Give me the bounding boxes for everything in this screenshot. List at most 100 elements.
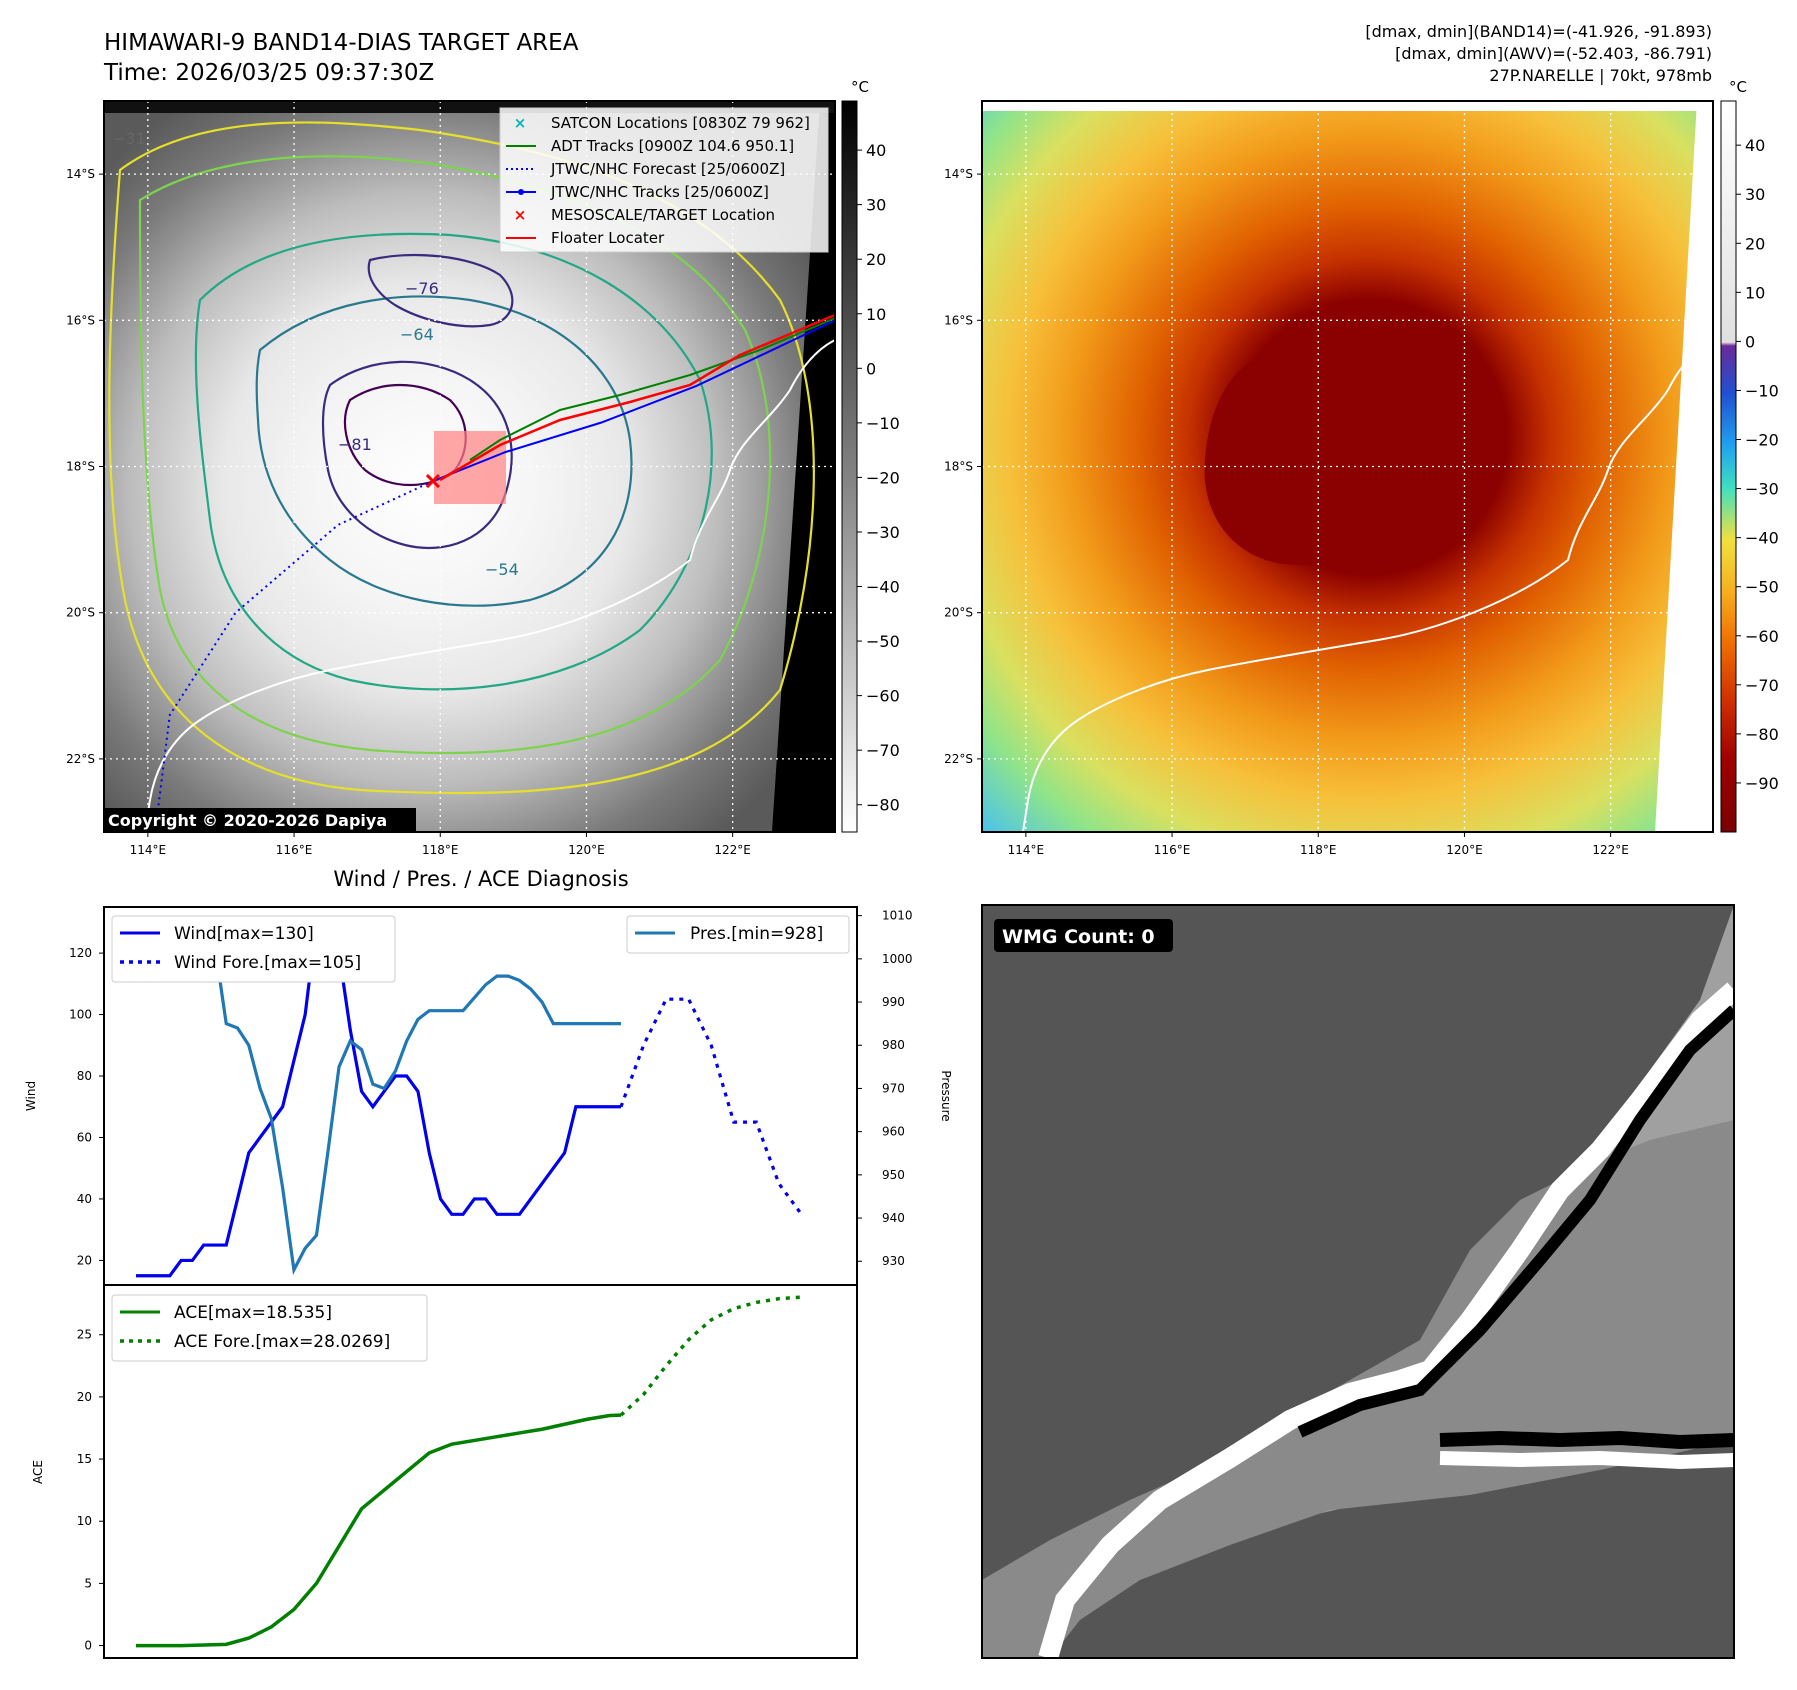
awv-lon-label-3: 120°E bbox=[1446, 843, 1483, 857]
awv-gridlines bbox=[982, 101, 1713, 832]
legend-items: × SATCON Locations [0830Z 79 962] ADT Trac… bbox=[506, 114, 810, 247]
figure-title: HIMAWARI-9 BAND14-DIAS TARGET AREA bbox=[104, 30, 579, 56]
ace-ytick-label-2: 10 bbox=[77, 1514, 92, 1528]
legend-label-0: SATCON Locations [0830Z 79 962] bbox=[551, 114, 810, 132]
band14-lon-label-4: 122°E bbox=[714, 843, 751, 857]
ace-series bbox=[136, 1295, 802, 1648]
wind-ytick-label-3: 80 bbox=[77, 1069, 92, 1083]
awv-cb-label-3: 10 bbox=[1745, 283, 1765, 302]
awv-colorbar-bar bbox=[1720, 100, 1737, 833]
band14-cb-label-10: −60 bbox=[866, 687, 900, 706]
wmg-white-band bbox=[1038, 982, 1734, 1658]
wind-ytick-label-0: 20 bbox=[77, 1253, 92, 1267]
wind-series-line-1 bbox=[619, 997, 803, 1216]
band14-lon-label-3: 120°E bbox=[568, 843, 605, 857]
mesoscale-target-marker bbox=[425, 474, 441, 489]
band14-cb-label-6: −20 bbox=[866, 468, 900, 487]
contour-label-5: −64 bbox=[400, 325, 434, 344]
ace-ylabel: ACE bbox=[31, 1460, 45, 1484]
band14-axes: 114°E 116°E 118°E 120°E 122°E 14°S 16°S 18°S 20°… bbox=[66, 167, 751, 857]
pres-ytick-label-8: 1010 bbox=[882, 909, 913, 923]
awv-lat-label-0: 14°S bbox=[944, 167, 973, 181]
legend-item-2: JTWC/NHC Forecast [25/0600Z] bbox=[506, 160, 785, 178]
band14-lat-label-0: 14°S bbox=[66, 167, 95, 181]
pres-ytick-label-6: 990 bbox=[882, 995, 905, 1009]
pressure-legend-label: Pres.[min=928] bbox=[690, 924, 823, 944]
ace-series-line-1 bbox=[619, 1295, 802, 1417]
band14-cb-label-9: −50 bbox=[866, 632, 900, 651]
band14-cb-label-0: 40 bbox=[866, 141, 886, 160]
target-x-b bbox=[425, 474, 441, 489]
band14-lat-label-4: 22°S bbox=[66, 752, 95, 766]
band14-cb-label-12: −80 bbox=[866, 796, 900, 815]
pres-ytick-label-4: 970 bbox=[882, 1081, 905, 1095]
awv-axes: 114°E 116°E 118°E 120°E 122°E 14°S 16°S 18°S 20°… bbox=[944, 167, 1629, 857]
contour-label-4: −81 bbox=[338, 435, 372, 454]
wmg-black-band bbox=[1297, 1005, 1734, 1438]
awv-lat-label-1: 16°S bbox=[944, 313, 973, 327]
pres-ytick-label-1: 940 bbox=[882, 1211, 905, 1225]
contour-label-1: −31 bbox=[112, 129, 146, 148]
band14-lon-label-2: 118°E bbox=[422, 843, 459, 857]
band14-cb-label-1: 30 bbox=[866, 196, 886, 215]
coastline bbox=[144, 339, 835, 832]
band14-cb-label-5: −10 bbox=[866, 414, 900, 433]
contour-labels: −31 −54 −76 −81 −64 bbox=[112, 129, 519, 579]
ace-ytick-label-5: 25 bbox=[77, 1328, 92, 1342]
awv-cb-label-0: 40 bbox=[1745, 136, 1765, 155]
awv-cb-label-5: −10 bbox=[1745, 381, 1779, 400]
ace-ytick-label-1: 5 bbox=[84, 1576, 92, 1590]
legend-item-3: JTWC/NHC Tracks [25/0600Z] bbox=[506, 183, 769, 201]
legend-item-1: ADT Tracks [0900Z 104.6 950.1] bbox=[506, 137, 794, 155]
pres-ytick-label-7: 1000 bbox=[882, 952, 913, 966]
wind-ytick-label-5: 120 bbox=[69, 946, 92, 960]
floater-target-box bbox=[434, 431, 506, 504]
ace-legend-box bbox=[111, 1294, 428, 1362]
band14-cb-label-4: 0 bbox=[866, 359, 876, 378]
pres-ytick-label-5: 980 bbox=[882, 1038, 905, 1052]
figure-time: Time: 2026/03/25 09:37:30Z bbox=[103, 60, 434, 86]
legend-dot-3 bbox=[518, 189, 524, 195]
awv-cb-label-7: −30 bbox=[1745, 480, 1779, 499]
legend-label-2: JTWC/NHC Forecast [25/0600Z] bbox=[550, 160, 785, 178]
info-storm: 27P.NARELLE | 70kt, 978mb bbox=[1489, 66, 1712, 85]
band14-cb-label-2: 20 bbox=[866, 250, 886, 269]
legend-marker-0: × bbox=[514, 114, 527, 132]
awv-lon-label-0: 114°E bbox=[1008, 843, 1045, 857]
ace-legend: ACE[max=18.535] ACE Fore.[max=28.0269] bbox=[111, 1294, 428, 1362]
adt-track bbox=[469, 317, 835, 461]
legend-label-4: MESOSCALE/TARGET Location bbox=[551, 206, 775, 224]
band14-cb-label-11: −70 bbox=[866, 741, 900, 760]
ace-fore-legend-label: ACE Fore.[max=28.0269] bbox=[174, 1332, 390, 1352]
ace-panel: 0 5 10 15 20 25 ACE ACE[max=18.535] ACE Fore.… bbox=[31, 1284, 858, 1659]
wind-ytick-label-2: 60 bbox=[77, 1130, 92, 1144]
wind-legend: Wind[max=130] Wind Fore.[max=105] bbox=[111, 915, 396, 983]
legend-item-4: × MESOSCALE/TARGET Location bbox=[514, 206, 775, 224]
awv-eye bbox=[1204, 342, 1415, 566]
wind-pressure-panel: 20 40 60 80 100 120 930 940 950 960 970 980 990 1000 1… bbox=[24, 906, 953, 1286]
awv-cb-label-2: 20 bbox=[1745, 234, 1765, 253]
wind-ytick-label-1: 40 bbox=[77, 1192, 92, 1206]
ace-ytick-label-4: 20 bbox=[77, 1390, 92, 1404]
info-awv: [dmax, dmin](AWV)=(-52.403, -86.791) bbox=[1395, 44, 1712, 63]
wmg-label-bg bbox=[994, 919, 1173, 952]
awv-cb-label-1: 30 bbox=[1745, 185, 1765, 204]
band14-cb-label-8: −40 bbox=[866, 578, 900, 597]
awv-coastline bbox=[1022, 339, 1713, 832]
awv-lon-label-1: 116°E bbox=[1154, 843, 1191, 857]
wind-axes: 20 40 60 80 100 120 930 940 950 960 970 980 990 1000 1… bbox=[69, 909, 912, 1269]
ace-axes: 0 5 10 15 20 25 bbox=[77, 1328, 104, 1653]
legend-label-3: JTWC/NHC Tracks [25/0600Z] bbox=[550, 183, 769, 201]
ace-ytick-label-0: 0 bbox=[84, 1639, 92, 1653]
awv-top-strip bbox=[982, 101, 1713, 111]
contour-label-3: −76 bbox=[405, 279, 439, 298]
jtwc-past-track bbox=[432, 319, 835, 483]
band14-legend: × SATCON Locations [0830Z 79 962] ADT Trac… bbox=[499, 107, 829, 253]
awv-cb-label-8: −40 bbox=[1745, 529, 1779, 548]
legend-item-5: Floater Locater bbox=[506, 229, 665, 247]
wind-legend-label: Wind[max=130] bbox=[174, 924, 314, 944]
pres-ytick-label-2: 950 bbox=[882, 1168, 905, 1182]
info-band14: [dmax, dmin](BAND14)=(-41.926, -91.893) bbox=[1365, 22, 1712, 41]
band14-colorbar-unit: °C bbox=[851, 78, 869, 96]
